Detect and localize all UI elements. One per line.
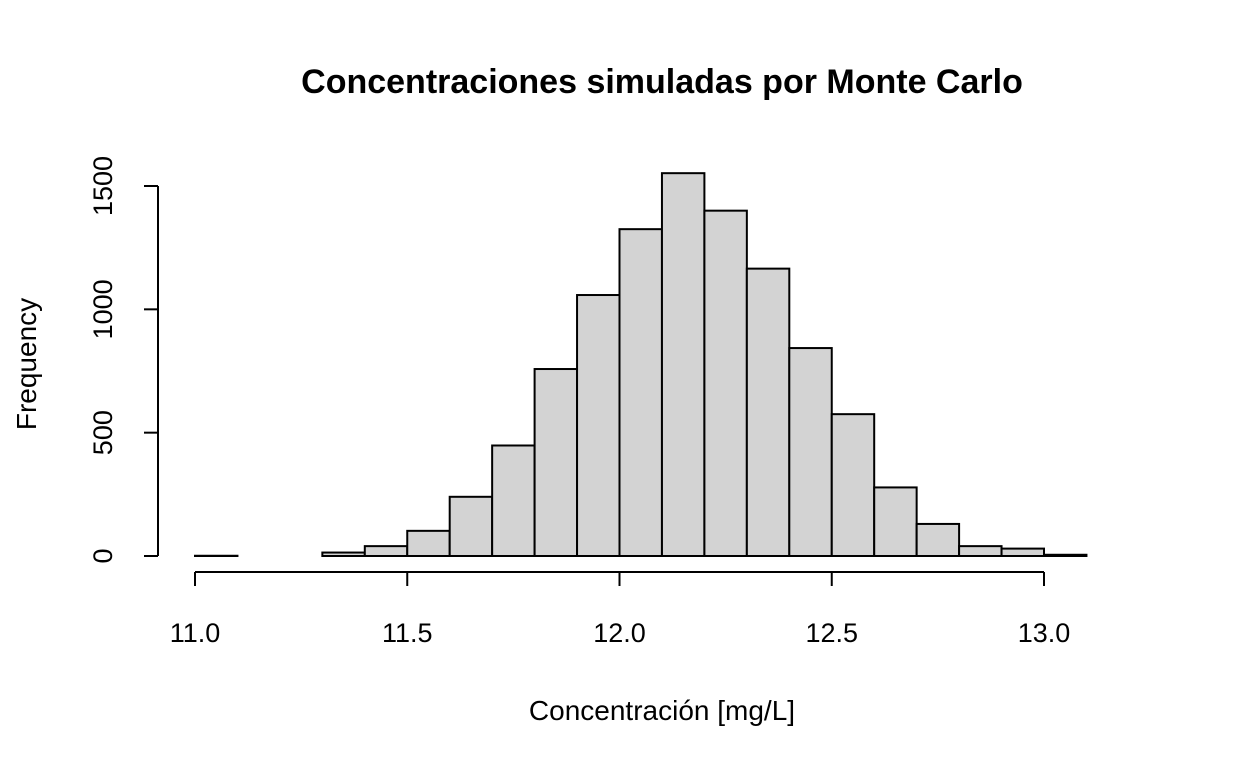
- histogram-bar: [363, 545, 409, 558]
- y-tick-label: 500: [88, 410, 118, 455]
- histogram-bar: [915, 522, 961, 558]
- histogram-bar: [448, 495, 494, 557]
- y-axis: 0 500 1000 1500: [88, 156, 159, 564]
- x-tick-label: 12.5: [805, 618, 858, 648]
- histogram-bar: [321, 551, 366, 558]
- x-tick-label: 11.0: [170, 618, 221, 648]
- histogram-bar: [618, 228, 663, 558]
- x-tick-label: 11.5: [382, 618, 433, 648]
- x-axis-label: Concentración [mg/L]: [529, 695, 795, 726]
- x-tick-label: 13.0: [1018, 618, 1071, 648]
- chart-title: Concentraciones simuladas por Monte Carl…: [301, 63, 1023, 101]
- histogram-bar: [703, 209, 748, 558]
- histogram-bars: [194, 172, 1088, 558]
- histogram-bar: [745, 267, 791, 557]
- histogram-bar: [406, 529, 451, 558]
- histogram-bar: [533, 368, 579, 557]
- y-tick-label: 1500: [88, 156, 118, 216]
- histogram-bar: [491, 444, 536, 558]
- histogram-bar: [660, 172, 706, 557]
- histogram-bar: [788, 347, 833, 557]
- histogram-bar: [830, 413, 876, 557]
- y-tick-label: 1000: [88, 279, 118, 339]
- x-tick-label: 12.0: [593, 618, 646, 648]
- histogram-bar: [958, 545, 1003, 558]
- y-tick-label: 0: [88, 548, 118, 563]
- x-axis: 11.0 11.5 12.0 12.5 13.0: [170, 571, 1071, 648]
- histogram-bar: [1043, 553, 1088, 557]
- histogram-bar: [873, 486, 918, 557]
- y-axis-label: Frequency: [11, 298, 42, 430]
- histogram-bar: [1000, 547, 1045, 557]
- histogram-bar: [576, 294, 621, 557]
